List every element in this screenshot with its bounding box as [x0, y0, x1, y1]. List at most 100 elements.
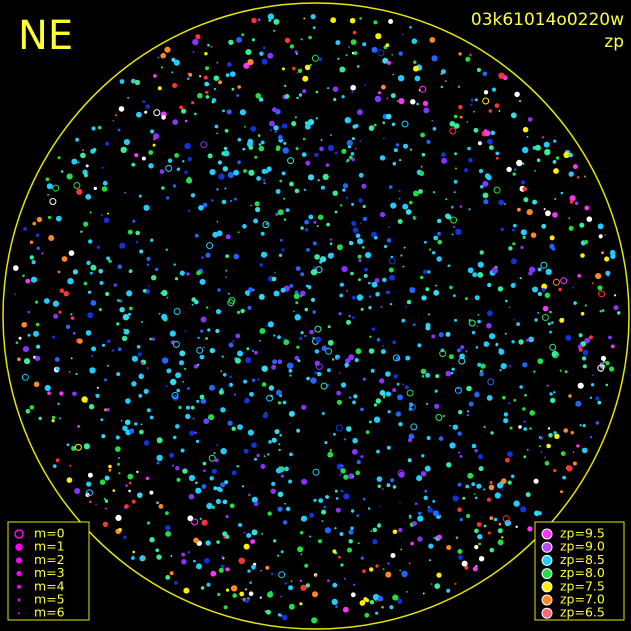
star: [124, 191, 127, 194]
star: [271, 437, 277, 443]
star: [495, 156, 499, 160]
magnitude-symbol: [17, 598, 21, 602]
star: [483, 129, 487, 133]
star: [229, 111, 232, 114]
star: [381, 488, 384, 490]
star: [222, 373, 227, 377]
star: [610, 344, 615, 349]
star: [405, 209, 412, 215]
star: [59, 288, 65, 294]
star: [605, 270, 611, 276]
star: [222, 499, 228, 505]
star: [297, 546, 304, 553]
star: [76, 188, 83, 195]
star: [221, 151, 226, 156]
star: [332, 190, 338, 196]
star: [356, 514, 360, 517]
star: [237, 350, 243, 357]
star: [498, 110, 501, 112]
star: [348, 240, 354, 246]
star: [332, 582, 338, 588]
star: [563, 151, 570, 159]
star: [498, 199, 505, 206]
star: [354, 147, 357, 150]
star: [386, 97, 389, 100]
star: [451, 205, 454, 209]
star: [221, 555, 224, 559]
star: [235, 333, 241, 339]
star: [194, 299, 199, 305]
star: [339, 282, 344, 287]
star: [526, 209, 533, 216]
star: [327, 144, 334, 152]
zp-symbol: [541, 554, 553, 566]
star: [284, 37, 291, 43]
star: [165, 531, 172, 537]
star: [266, 394, 274, 402]
star: [283, 197, 286, 200]
star: [213, 452, 216, 454]
star: [283, 141, 287, 145]
star: [564, 370, 568, 374]
star: [301, 152, 307, 158]
star: [498, 348, 503, 352]
star: [574, 201, 579, 205]
star: [445, 198, 448, 201]
star: [406, 299, 412, 305]
star: [288, 585, 294, 591]
star: [392, 161, 397, 166]
star: [158, 312, 161, 315]
star: [342, 606, 349, 613]
star: [306, 248, 310, 252]
star: [431, 55, 438, 62]
star: [206, 242, 214, 250]
star: [363, 84, 366, 87]
star: [462, 496, 466, 500]
star: [459, 353, 465, 360]
star: [353, 394, 358, 399]
star: [348, 529, 354, 535]
star: [453, 179, 458, 184]
star: [597, 400, 602, 405]
star: [300, 515, 308, 522]
star: [27, 310, 31, 314]
star: [117, 347, 122, 352]
star: [420, 165, 423, 168]
star: [229, 503, 235, 509]
star: [602, 360, 606, 364]
star: [466, 414, 469, 417]
star: [369, 335, 372, 338]
star: [257, 18, 261, 22]
star: [233, 393, 236, 396]
star: [360, 556, 364, 560]
star: [433, 235, 439, 241]
star: [200, 141, 208, 149]
star: [166, 368, 172, 374]
star: [278, 571, 286, 579]
star: [544, 149, 551, 156]
star: [294, 355, 300, 361]
star: [308, 35, 312, 40]
star: [369, 420, 372, 424]
star: [380, 349, 386, 355]
star: [350, 152, 355, 156]
star: [83, 173, 88, 178]
star: [522, 235, 526, 239]
star: [300, 226, 304, 230]
star: [60, 170, 64, 173]
star: [300, 272, 305, 277]
star: [434, 389, 438, 393]
star: [132, 219, 136, 223]
star: [421, 454, 425, 458]
star: [600, 355, 607, 361]
star: [258, 143, 262, 146]
star: [250, 204, 252, 207]
star: [339, 66, 346, 73]
star: [447, 264, 450, 268]
star: [310, 297, 315, 302]
star: [486, 174, 492, 181]
star: [375, 398, 381, 404]
star: [136, 470, 139, 474]
star: [123, 535, 127, 540]
star: [487, 531, 491, 535]
